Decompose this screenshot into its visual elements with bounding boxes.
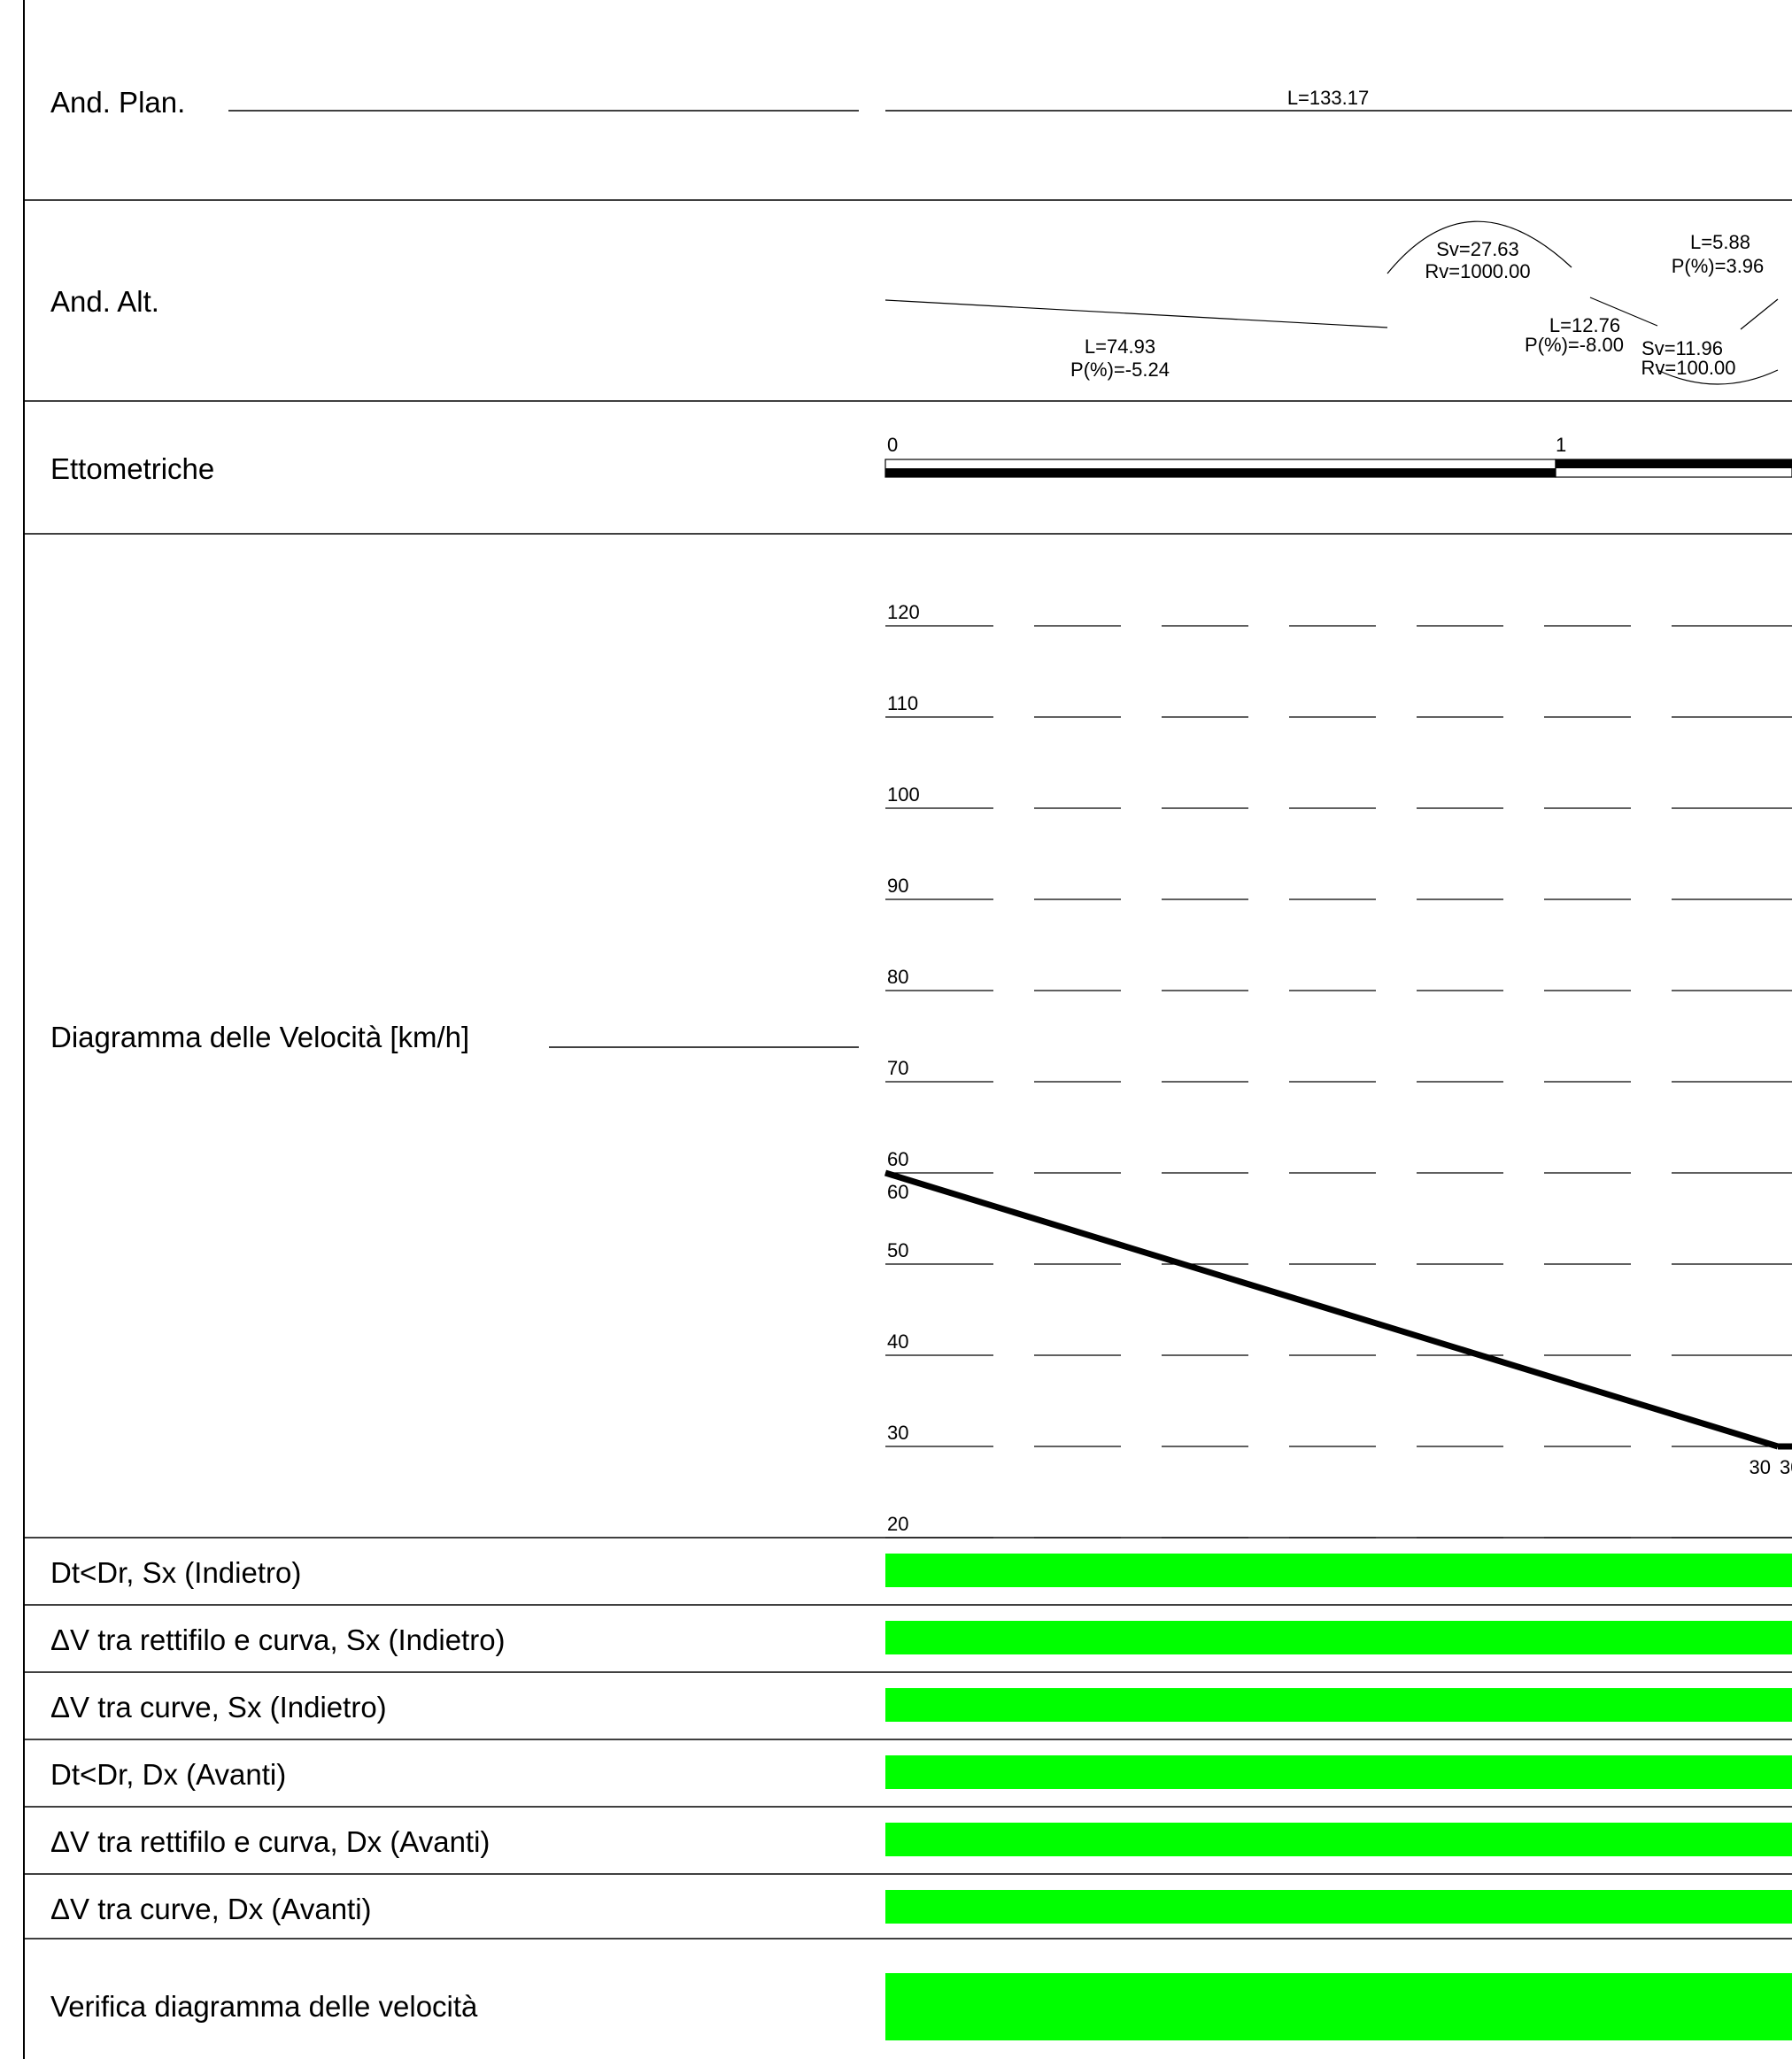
- row-label-check-5: ΔV tra rettifilo e curva, Dx (Avanti): [50, 1825, 490, 1858]
- y-tick-label-110: 110: [887, 692, 918, 714]
- alt-seg2-length: L=12.76: [1549, 314, 1620, 336]
- speed-line-0: [884, 1169, 1780, 1450]
- speed-chart-grid: [885, 625, 1792, 1538]
- speed-point-label-0: 60: [887, 1181, 908, 1203]
- speed-chart-tick-labels: 120 110 100 90 80 70 60 50 40 30 20: [887, 601, 920, 1535]
- y-tick-label-50: 50: [887, 1239, 908, 1261]
- y-tick-label-100: 100: [887, 783, 920, 806]
- check-bar-dtdr-dx: [885, 1755, 1792, 1789]
- row-label-check-4: Dt<Dr, Dx (Avanti): [50, 1758, 286, 1791]
- row-label-ettometriche: Ettometriche: [50, 452, 214, 485]
- row-label-diagramma: Diagramma delle Velocità [km/h]: [50, 1021, 469, 1053]
- check-bar-dv-curve-dx: [885, 1890, 1792, 1924]
- row-label-check-3: ΔV tra curve, Sx (Indietro): [50, 1691, 387, 1724]
- y-tick-label-20: 20: [887, 1513, 908, 1535]
- row-label-verifica: Verifica diagramma delle velocità: [50, 1990, 478, 2023]
- speed-chart-series: 60 30 30: [884, 1169, 1792, 1478]
- plan-length-label: L=133.17: [1287, 87, 1369, 109]
- y-tick-label-60: 60: [887, 1148, 908, 1170]
- check-bars: [885, 1554, 1792, 2040]
- row-label-check-1: Dt<Dr, Sx (Indietro): [50, 1556, 301, 1589]
- alt-curve2-rv: Rv=100.00: [1641, 357, 1735, 379]
- alt-seg1-slope: P(%)=-5.24: [1070, 359, 1170, 381]
- y-tick-label-90: 90: [887, 875, 908, 897]
- row-label-check-6: ΔV tra curve, Dx (Avanti): [50, 1893, 372, 1925]
- alt-seg3-length: L=5.88: [1690, 231, 1750, 253]
- y-tick-label-70: 70: [887, 1057, 908, 1079]
- row-label-check-2: ΔV tra rettifilo e curva, Sx (Indietro): [50, 1623, 506, 1656]
- y-tick-label-80: 80: [887, 966, 908, 988]
- alt-profile: [884, 220, 1779, 385]
- row-label-and-plan: And. Plan.: [50, 86, 185, 119]
- hectometric-mark-1: 1: [1556, 434, 1566, 456]
- row-label-and-alt: And. Alt.: [50, 285, 159, 318]
- y-tick-label-40: 40: [887, 1330, 908, 1353]
- check-bar-dtdr-sx: [885, 1554, 1792, 1587]
- hectometric-bar: [884, 459, 1792, 478]
- y-tick-label-30: 30: [887, 1422, 908, 1444]
- check-bar-dv-rettifilo-dx: [885, 1823, 1792, 1856]
- alt-curve2-sv: Sv=11.96: [1641, 337, 1723, 359]
- alt-curve1-sv: Sv=27.63: [1436, 238, 1519, 260]
- y-tick-label-120: 120: [887, 601, 920, 623]
- check-bar-verifica: [885, 1973, 1792, 2040]
- speed-point-label-1: 30: [1750, 1456, 1771, 1478]
- alt-seg1-length: L=74.93: [1085, 335, 1155, 358]
- alt-seg2-slope: P(%)=-8.00: [1525, 334, 1624, 356]
- hectometric-mark-0: 0: [887, 434, 898, 456]
- check-bar-dv-curve-sx: [885, 1688, 1792, 1722]
- alt-seg3-slope: P(%)=3.96: [1672, 255, 1765, 277]
- alt-curve1-rv: Rv=1000.00: [1425, 260, 1530, 282]
- check-bar-dv-rettifilo-sx: [885, 1621, 1792, 1654]
- speed-point-label-2: 30: [1780, 1456, 1792, 1478]
